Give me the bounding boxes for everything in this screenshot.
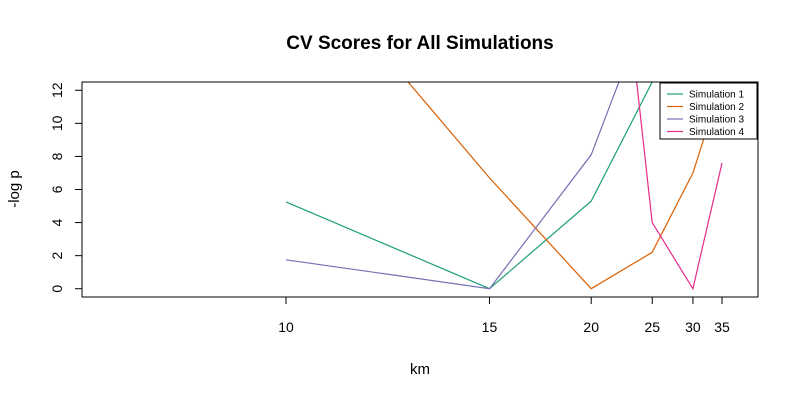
- x-tick-label-30: 30: [685, 319, 701, 335]
- y-tick-label-8: 8: [49, 152, 65, 160]
- y-tick-label-2: 2: [49, 252, 65, 260]
- plot-frame: [81, 81, 759, 298]
- series-line-3: [285, 82, 620, 290]
- x-tick-label-20: 20: [583, 319, 599, 335]
- series-line-4: [636, 82, 723, 291]
- x-axis-label: km: [410, 361, 430, 378]
- x-tick-label-15: 15: [482, 319, 498, 335]
- axes-layer: 10 15 20 25 30 35 0 2 4 6 8 10 12: [49, 81, 759, 335]
- y-tick-label-6: 6: [49, 185, 65, 193]
- y-axis-label: -log p: [6, 170, 23, 208]
- legend-label-2: Simulation 2: [689, 102, 744, 113]
- x-tick-label-10: 10: [278, 319, 294, 335]
- legend-label-3: Simulation 3: [689, 115, 744, 126]
- legend-label-1: Simulation 1: [689, 90, 744, 101]
- y-tick-label-4: 4: [49, 218, 65, 226]
- series-line-2: [407, 82, 723, 290]
- legend-box: [659, 82, 758, 140]
- chart-title: CV Scores for All Simulations: [286, 33, 553, 54]
- x-tick-label-25: 25: [644, 319, 660, 335]
- y-tick-label-10: 10: [49, 115, 65, 131]
- legend-label-4: Simulation 4: [689, 127, 744, 138]
- y-tick-label-0: 0: [49, 285, 65, 293]
- series-line-1: [285, 82, 653, 290]
- x-tick-label-35: 35: [714, 319, 730, 335]
- series-layer: [285, 82, 723, 291]
- y-tick-label-12: 12: [49, 82, 65, 98]
